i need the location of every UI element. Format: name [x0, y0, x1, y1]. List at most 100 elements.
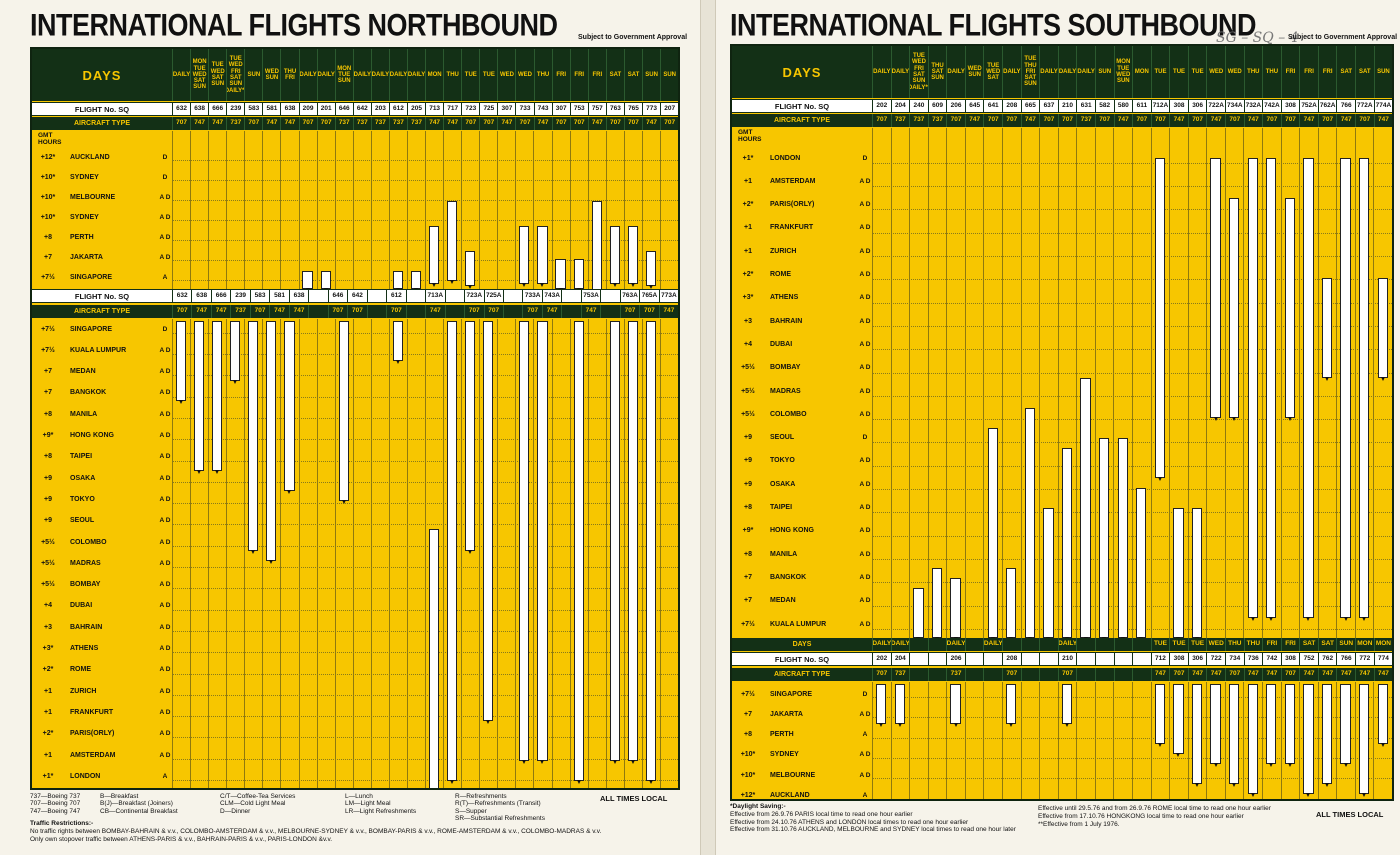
- days-header: DAYS: [32, 49, 172, 101]
- arrow-down-icon: [522, 760, 527, 764]
- flight-number-label-2: FLIGHT No. SQ: [74, 291, 130, 301]
- aircraft-type-row-2-south: AIRCRAFT TYPE 707 737 737 707 707 747 707 747 74…: [732, 668, 1392, 681]
- aircraft-type: 707: [515, 117, 533, 130]
- aircraft-type: 747: [1243, 668, 1263, 681]
- aircraft-type: 747: [262, 117, 280, 130]
- flight-number-row-south: FLIGHT No. SQ 202 204 240 609 206 645 641 208 66…: [732, 99, 1392, 113]
- flight-number: 306: [1187, 653, 1207, 665]
- day-cell: TUE: [1150, 638, 1170, 651]
- city-name: PERTH: [770, 731, 794, 739]
- row-guide: [872, 582, 1392, 584]
- aircraft-type: 747: [1373, 668, 1392, 681]
- column-divider: [208, 319, 210, 788]
- gmt-offset: +10*: [740, 771, 756, 779]
- column-divider: [406, 319, 408, 788]
- gmt-offset: +1: [44, 708, 52, 716]
- arrive-depart-marker: A D: [859, 317, 871, 325]
- city-row: +4 DUBAI A D: [32, 598, 172, 614]
- flight-route-bar: [465, 321, 476, 554]
- row-guide: [872, 325, 1392, 327]
- flight-route-bar: [1061, 448, 1073, 641]
- arrow-down-icon: [1213, 417, 1218, 421]
- aircraft-type-row-2: AIRCRAFT TYPE 707 747 747 737 707 747 747 707 70…: [32, 305, 678, 318]
- aircraft-type: 737: [334, 117, 353, 130]
- flight-route-bar: [1266, 158, 1277, 621]
- flight-number: 666: [208, 103, 226, 115]
- flight-route-bar: [645, 321, 656, 784]
- arrive-depart-marker: D: [162, 173, 168, 181]
- day-column-header: THU: [533, 49, 552, 101]
- flight-number: 772: [1355, 653, 1374, 665]
- flight-number: 581: [262, 103, 280, 115]
- day-cell: DAILY: [890, 638, 909, 651]
- flight-number: 208: [1002, 100, 1021, 112]
- row-guide: [872, 162, 1392, 164]
- column-divider: [443, 319, 445, 788]
- arrow-down-icon: [1380, 377, 1385, 381]
- flight-number: 239: [226, 103, 244, 115]
- day-cell: WED: [1206, 638, 1225, 651]
- arrive-depart-marker: A D: [159, 474, 171, 482]
- gmt-offset: +3: [744, 317, 752, 325]
- row-guide: [172, 280, 678, 281]
- gmt-offset: +8: [744, 550, 752, 558]
- city-row: +8 TAIPEI A D: [32, 449, 172, 465]
- flight-number: 743: [533, 103, 552, 115]
- arrow-down-icon: [1176, 753, 1181, 757]
- city-name: DUBAI: [70, 602, 93, 610]
- flight-number-label-south: FLIGHT No. SQ: [774, 101, 830, 111]
- city-name: KUALA LUMPUR: [70, 346, 127, 354]
- day-column-header: WED: [497, 49, 515, 101]
- gmt-offset: +2*: [42, 666, 54, 674]
- aircraft-type: 707: [1002, 668, 1021, 681]
- flight-number: 201: [316, 103, 335, 115]
- flight-route-bar: [1006, 568, 1017, 641]
- aircraft-type: 707: [1057, 114, 1077, 127]
- aircraft-type: 737: [1076, 114, 1095, 127]
- aircraft-type: 707: [172, 305, 191, 318]
- page-fold: [700, 0, 716, 855]
- flight-number: 638: [288, 290, 308, 302]
- city-name: MANILA: [770, 550, 798, 558]
- flight-route-bar: [537, 226, 548, 287]
- column-divider: [890, 128, 892, 638]
- flight-number: 772A: [1355, 100, 1374, 112]
- arrow-down-icon: [630, 760, 635, 764]
- day-column-header: SUN: [1373, 46, 1392, 98]
- column-divider: [1317, 682, 1319, 799]
- arrow-down-icon: [450, 280, 455, 284]
- days-row-2-south: DAYS DAILY DAILY DAILY DAILY DAILY TUE TUE TUE W…: [732, 638, 1392, 651]
- column-divider: [1262, 128, 1263, 638]
- aircraft-type: 707: [386, 305, 405, 318]
- city-row: +3* ATHENS A D: [732, 290, 872, 306]
- column-divider: [388, 319, 390, 788]
- city-name: MEDAN: [770, 597, 796, 605]
- city-name: TAIPEI: [770, 504, 793, 511]
- column-divider: [515, 131, 517, 289]
- column-divider: [872, 682, 873, 799]
- day-column-header: THU: [1262, 46, 1281, 98]
- column-divider: [1057, 682, 1059, 799]
- aircraft-type: 707: [1187, 114, 1207, 127]
- city-name: SINGAPORE: [770, 690, 813, 698]
- city-row: +5½ MADRAS A D: [32, 555, 172, 571]
- column-divider: [927, 128, 929, 638]
- flight-number: 611: [1132, 100, 1151, 112]
- flight-number: 763A: [619, 290, 639, 302]
- day-cell: FRI: [1280, 638, 1300, 651]
- day-column-header: SUN: [642, 49, 660, 101]
- flight-number: 206: [946, 653, 965, 665]
- column-divider: [1076, 128, 1078, 638]
- flight-route-bar: [447, 321, 458, 784]
- aircraft-type: 747: [1299, 668, 1318, 681]
- aircraft-type: 737: [927, 114, 947, 127]
- arrow-down-icon: [1157, 477, 1162, 481]
- legend-item: CLM—Cold Light Meal: [220, 800, 286, 808]
- flight-route-bar: [1024, 408, 1036, 641]
- gmt-hours-label-south: GMT HOURS: [738, 129, 762, 143]
- column-divider: [1094, 128, 1096, 638]
- aircraft-type: 707: [1002, 114, 1021, 127]
- flight-route-bar: [1228, 198, 1240, 421]
- flight-number: 712: [1150, 653, 1170, 665]
- subject-note-south: Subject to Government Approval: [1288, 34, 1398, 41]
